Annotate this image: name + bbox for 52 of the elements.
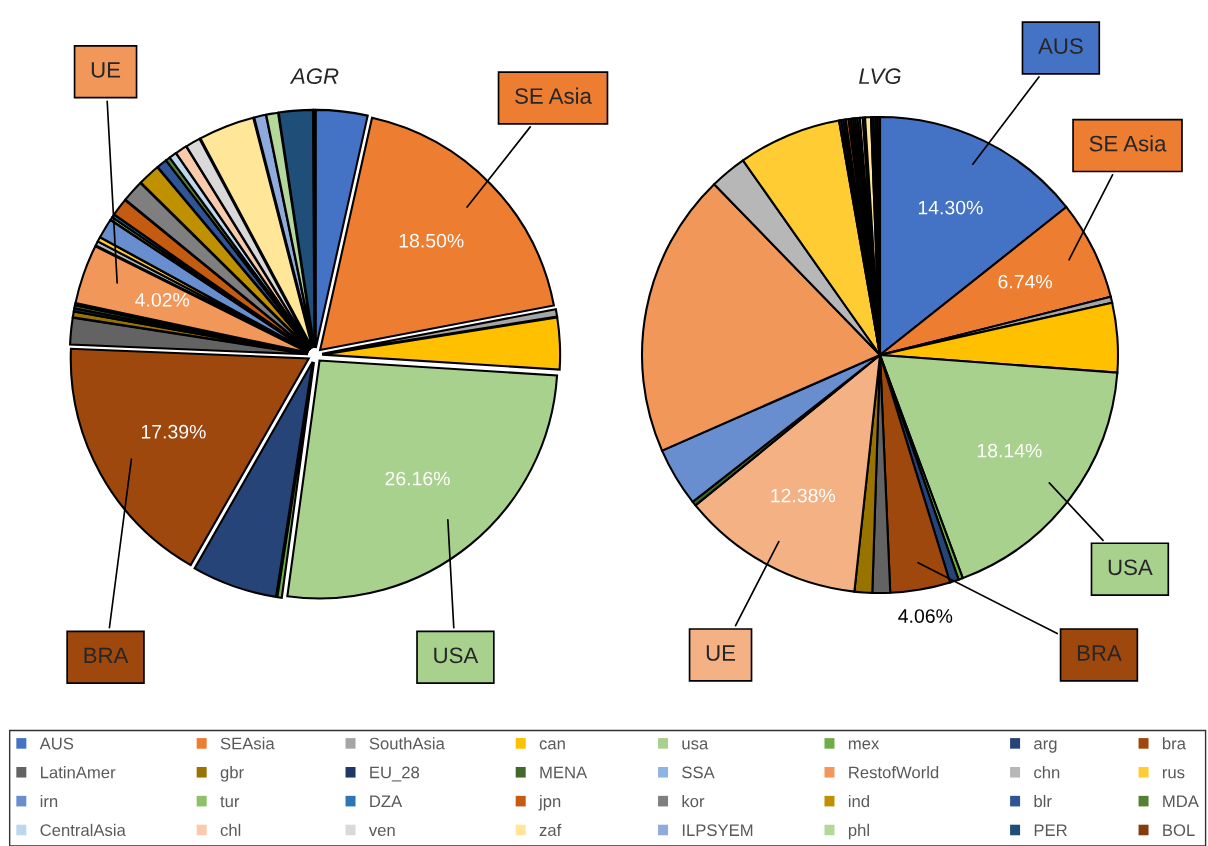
- legend-label: gbr: [220, 766, 244, 782]
- data-label: 18.50%: [399, 233, 464, 248]
- legend-label: SEAsia: [220, 737, 275, 750]
- chart-title: AGR: [289, 68, 339, 85]
- chart-title: LVG: [859, 68, 901, 85]
- legend-label: chl: [220, 823, 241, 837]
- legend-label: rus: [1162, 769, 1185, 779]
- legend-label: zaf: [539, 823, 562, 837]
- data-label: 12.38%: [771, 488, 836, 503]
- legend-label: PER: [1034, 824, 1067, 836]
- legend-label: arg: [1034, 740, 1057, 753]
- data-label: 4.02%: [135, 292, 190, 307]
- legend-label: blr: [1034, 794, 1052, 808]
- data-label: 14.30%: [918, 200, 983, 215]
- data-label: 26.16%: [385, 471, 450, 486]
- text: UE: [91, 62, 121, 78]
- text: UE: [706, 645, 736, 661]
- legend-label: bra: [1162, 737, 1186, 750]
- data-label: 18.14%: [977, 443, 1042, 458]
- legend-label: can: [539, 740, 565, 750]
- legend-label: jpn: [538, 794, 561, 811]
- legend-label: mex: [848, 740, 880, 750]
- text: AUS: [1038, 38, 1083, 54]
- legend-label: kor: [682, 794, 705, 808]
- legend-label: chn: [1034, 766, 1060, 779]
- legend-label: CentralAsia: [40, 823, 126, 837]
- data-label: 6.74%: [998, 274, 1052, 289]
- legend-label: ind: [848, 794, 869, 808]
- text: SE Asia: [1089, 135, 1167, 152]
- data-label: 17.39%: [141, 424, 206, 439]
- legend-label: ILPSYEM: [682, 824, 753, 837]
- legend-label: DZA: [370, 795, 403, 808]
- legend-label: SSA: [682, 766, 715, 779]
- text: BRA: [84, 647, 129, 664]
- legend-label: LatinAmer: [41, 766, 116, 779]
- legend-label: SouthAsia: [369, 737, 445, 750]
- legend-label: EU_28: [370, 766, 420, 782]
- legend-label: RestofWorld: [849, 766, 939, 779]
- legend-label: irn: [40, 794, 58, 808]
- legend-label: BOL: [1163, 824, 1195, 837]
- legend-label: MENA: [540, 766, 588, 779]
- legend-label: AUS: [39, 737, 74, 750]
- legend-label: tur: [220, 796, 240, 808]
- legend-label: ven: [368, 826, 395, 837]
- legend-label: MDA: [1163, 795, 1199, 808]
- text: SE Asia: [515, 87, 592, 104]
- text: BRA: [1077, 645, 1122, 661]
- data-label: 4.06%: [898, 609, 953, 623]
- text: USA: [1108, 559, 1153, 576]
- legend-label: usa: [682, 740, 709, 750]
- text: USA: [434, 647, 479, 664]
- legend-label: phl: [848, 823, 869, 840]
